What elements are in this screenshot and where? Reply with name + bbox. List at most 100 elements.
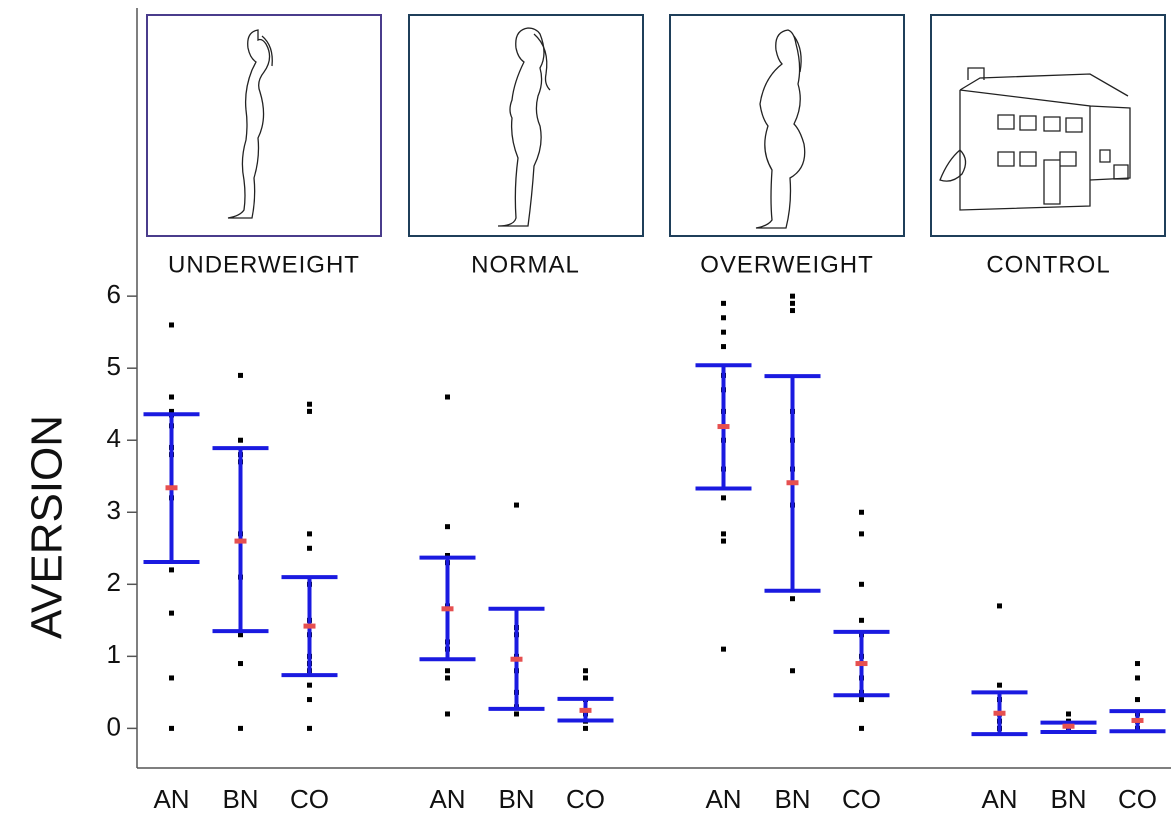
data-point xyxy=(307,401,312,407)
data-point xyxy=(307,531,312,537)
figure-sketch xyxy=(755,29,806,229)
y-tick-label: 4 xyxy=(107,423,121,453)
data-point xyxy=(790,596,795,602)
data-point xyxy=(307,697,312,703)
data-point xyxy=(169,610,174,616)
y-tick-label: 1 xyxy=(107,639,121,669)
data-point xyxy=(445,524,450,530)
data-point xyxy=(1135,675,1140,681)
figure-sketch xyxy=(497,27,551,227)
data-point xyxy=(238,372,243,378)
data-point xyxy=(859,725,864,731)
data-point xyxy=(859,531,864,537)
data-point xyxy=(307,408,312,414)
data-point xyxy=(997,603,1002,609)
y-tick-label: 0 xyxy=(107,711,121,741)
group-label: OVERWEIGHT xyxy=(700,251,874,278)
data-point xyxy=(583,668,588,674)
x-tick-label: CO xyxy=(566,784,605,814)
data-point xyxy=(790,300,795,306)
data-point xyxy=(859,509,864,515)
data-point xyxy=(514,711,519,717)
mean-mark xyxy=(993,710,1006,716)
data-point xyxy=(583,675,588,681)
mean-mark xyxy=(717,424,730,430)
data-point xyxy=(721,531,726,537)
data-point xyxy=(307,545,312,551)
group-label: NORMAL xyxy=(471,251,580,278)
x-tick-label: BN xyxy=(222,784,258,814)
x-tick-label: AN xyxy=(705,784,741,814)
mean-mark xyxy=(579,707,592,713)
x-tick-label: CO xyxy=(290,784,329,814)
x-tick-label: CO xyxy=(842,784,881,814)
data-point xyxy=(169,567,174,573)
x-tick-label: BN xyxy=(1050,784,1086,814)
panel-frame xyxy=(930,14,1166,237)
data-point xyxy=(721,646,726,652)
data-point xyxy=(859,617,864,623)
y-tick-label: 6 xyxy=(107,279,121,309)
data-point xyxy=(238,437,243,443)
data-point xyxy=(238,661,243,667)
panel-frame xyxy=(408,14,644,237)
data-point xyxy=(790,308,795,314)
data-point xyxy=(445,394,450,400)
data-point xyxy=(169,322,174,328)
data-point xyxy=(169,394,174,400)
data-point xyxy=(169,408,174,414)
data-point xyxy=(721,344,726,350)
y-tick-label: 3 xyxy=(107,495,121,525)
x-tick-label: CO xyxy=(1118,784,1157,814)
data-point xyxy=(445,668,450,674)
data-point xyxy=(997,682,1002,688)
mean-mark xyxy=(441,606,454,612)
mean-mark xyxy=(1131,717,1144,723)
data-point xyxy=(238,725,243,731)
x-tick-label: AN xyxy=(153,784,189,814)
mean-mark xyxy=(1062,723,1075,729)
y-tick-label: 5 xyxy=(107,351,121,381)
picture-panels xyxy=(146,14,1166,237)
mean-mark xyxy=(234,538,247,544)
data-point xyxy=(169,725,174,731)
data-point xyxy=(790,668,795,674)
data-point xyxy=(583,725,588,731)
data-point xyxy=(721,329,726,335)
data-point xyxy=(721,315,726,321)
house-sketch xyxy=(939,67,1131,211)
data-point xyxy=(514,502,519,508)
mean-mark xyxy=(510,656,523,662)
data-point xyxy=(790,293,795,299)
mean-mark xyxy=(786,480,799,486)
y-tick-label: 2 xyxy=(107,567,121,597)
data-point xyxy=(238,632,243,638)
data-point xyxy=(307,725,312,731)
group-label: UNDERWEIGHT xyxy=(168,251,360,278)
figure-sketch xyxy=(227,29,273,219)
data-point xyxy=(1135,661,1140,667)
data-point xyxy=(445,552,450,558)
data-point xyxy=(721,300,726,306)
x-tick-label: AN xyxy=(429,784,465,814)
x-tick-label: AN xyxy=(981,784,1017,814)
group-label: CONTROL xyxy=(986,251,1110,278)
data-point xyxy=(721,495,726,501)
data-point xyxy=(1066,711,1071,717)
y-axis-title: AVERSION xyxy=(23,415,72,639)
panel-frame xyxy=(669,14,905,237)
data-point xyxy=(445,675,450,681)
data-point xyxy=(1135,697,1140,703)
mean-mark xyxy=(165,485,178,491)
data-point xyxy=(307,682,312,688)
panel-frame xyxy=(146,14,382,237)
data-point xyxy=(169,675,174,681)
mean-mark xyxy=(855,661,868,667)
mean-mark xyxy=(303,623,316,629)
data-point xyxy=(721,538,726,544)
data-point xyxy=(859,697,864,703)
data-point xyxy=(859,581,864,587)
data-point xyxy=(445,711,450,717)
